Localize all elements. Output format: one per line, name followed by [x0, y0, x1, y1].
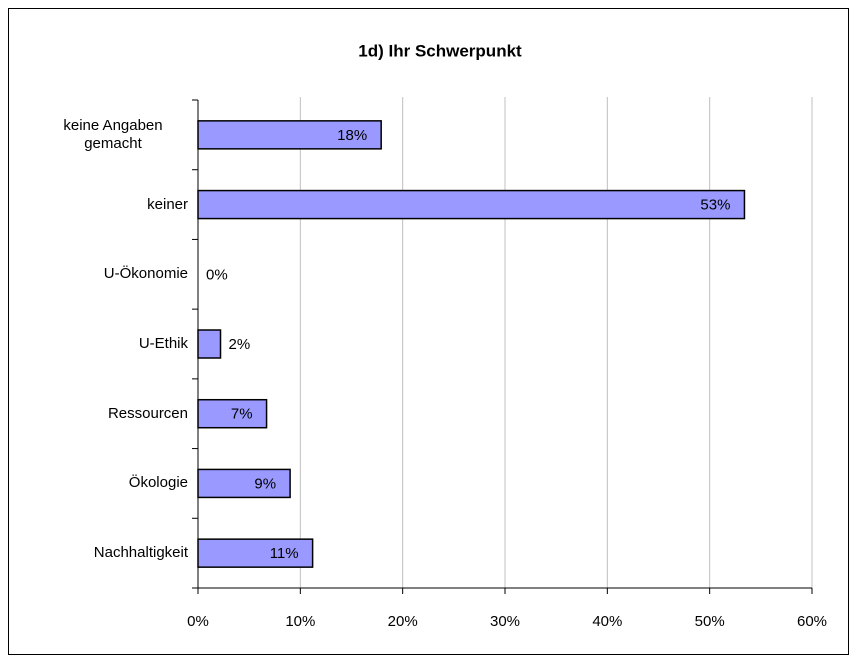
- bar: [197, 329, 222, 359]
- bar: [197, 189, 746, 220]
- value-label: 2%: [229, 336, 251, 353]
- bar: [197, 398, 268, 429]
- y-tick-label: Ökologie: [128, 474, 188, 492]
- bar: [197, 468, 291, 499]
- x-tick-label: 20%: [388, 613, 418, 630]
- y-tick-label-box: Ökologie: [129, 474, 188, 492]
- value-label: 53%: [700, 197, 730, 214]
- value-label: 7%: [231, 406, 253, 423]
- y-tick-label: keiner: [147, 195, 188, 213]
- y-tick-label-box: keine Angaben gemacht: [38, 117, 188, 153]
- x-tick-label: 40%: [592, 613, 622, 630]
- y-tick-label-box: Nachhaltigkeit: [94, 544, 188, 562]
- y-tick-label: keine Angaben gemacht: [63, 116, 163, 152]
- y-tick-label: U-Ethik: [138, 335, 188, 352]
- x-tick-label: 10%: [285, 613, 315, 630]
- bar: [197, 120, 382, 150]
- y-tick-label: Nachhaltigkeit: [93, 544, 188, 562]
- value-label: 18%: [337, 127, 367, 144]
- y-tick-label-box: keiner: [147, 196, 188, 214]
- x-tick-label: 0%: [187, 613, 209, 630]
- y-tick-label: U-Ökonomie: [103, 265, 188, 283]
- bar: [197, 538, 314, 568]
- value-label: 9%: [254, 475, 276, 492]
- chart-border: [8, 8, 849, 655]
- x-tick-label: 60%: [797, 613, 827, 630]
- x-tick-label: 50%: [695, 613, 725, 630]
- y-tick-label-box: Ressourcen: [108, 405, 188, 423]
- value-label: 11%: [270, 545, 299, 562]
- x-tick-label: 30%: [490, 613, 520, 630]
- y-tick-label: Ressourcen: [107, 404, 188, 422]
- chart-title: 1d) Ihr Schwerpunkt: [358, 41, 522, 60]
- y-tick-label-box: U-Ethik: [139, 335, 188, 353]
- value-label: 0%: [206, 266, 228, 283]
- y-tick-label-box: U-Ökonomie: [104, 265, 188, 283]
